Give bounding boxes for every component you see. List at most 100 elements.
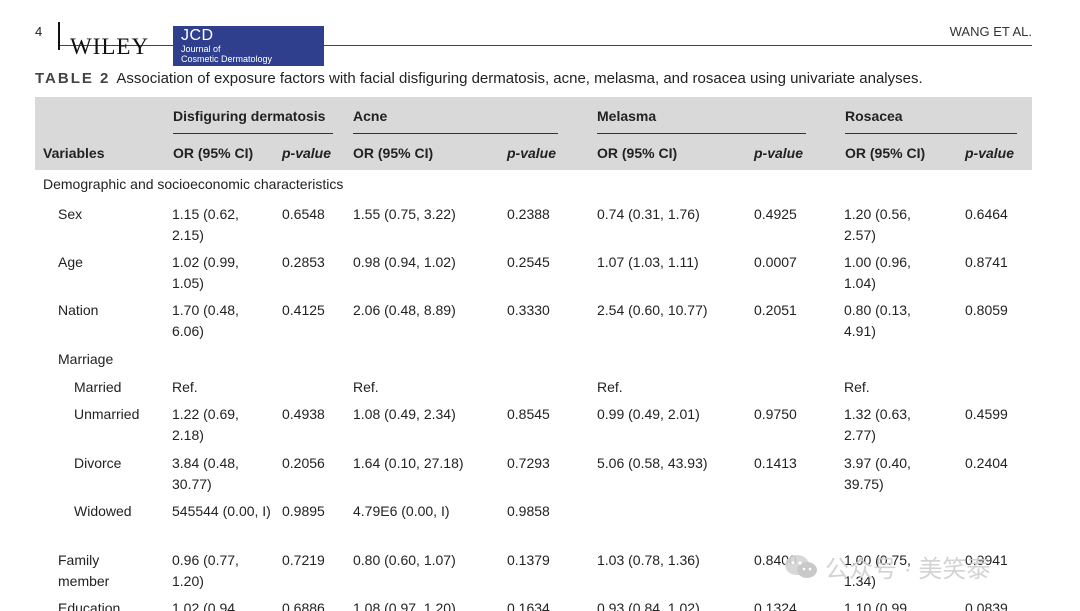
group-header-melasma: Melasma [597,108,657,124]
row-label: Unmarried [74,406,140,422]
cell-or-acne: 1.55 (0.75, 3.22) [353,206,456,222]
cell-p-disfiguring: 0.2056 [282,455,325,471]
group-header-rosacea: Rosacea [845,108,903,124]
cell-p-rosacea: 0.2404 [965,455,1008,471]
journal-logo-line2: Cosmetic Dermatology [181,54,273,64]
cell-or-disfiguring: 1.22 (0.69, 2.18) [172,406,239,443]
cell-p-disfiguring: 0.4125 [282,302,325,318]
or-header-rosacea: OR (95% CI) [845,145,926,161]
or-header-disfiguring: OR (95% CI) [173,145,254,161]
cell-p-rosacea: 0.6464 [965,206,1008,222]
or-header-melasma: OR (95% CI) [597,145,678,161]
cell-or-melasma: 2.54 (0.60, 10.77) [597,302,708,318]
group-rule-disfiguring [173,133,333,134]
cell-or-disfiguring: 3.84 (0.48, 30.77) [172,455,239,492]
group-rule-melasma [597,133,806,134]
group-header-acne: Acne [353,108,388,124]
cell-p-disfiguring: 0.7219 [282,552,325,568]
cell-p-disfiguring: 0.2853 [282,254,325,270]
cell-or-disfiguring: 545544 (0.00, I) [172,503,271,519]
p-header-acne: p-value [507,145,557,161]
cell-p-melasma: 0.9750 [754,406,797,422]
header-rule [60,45,1032,46]
cell-p-acne: 0.2388 [507,206,550,222]
row-label: Divorce [74,455,122,471]
cell-or-rosacea: 1.20 (0.56, 2.57) [844,206,911,243]
table-header: Disfiguring dermatosis Acne Melasma Rosa… [35,97,1032,170]
or-header-acne: OR (95% CI) [353,145,434,161]
cell-or-melasma: 1.03 (0.78, 1.36) [597,552,700,568]
cell-p-acne: 0.8545 [507,406,550,422]
table-caption-text: Association of exposure factors with fac… [116,70,923,87]
cell-or-melasma: 0.74 (0.31, 1.76) [597,206,700,222]
watermark-text: 公众号 · 美笑泰 [825,556,991,583]
table-label: TABLE 2 [35,70,111,87]
group-header-disfiguring: Disfiguring dermatosis [173,108,326,124]
cell-p-disfiguring: 0.9895 [282,503,325,519]
cell-p-melasma: 0.2051 [754,302,797,318]
cell-or-disfiguring: 1.15 (0.62, 2.15) [172,206,239,243]
cell-or-acne: 1.08 (0.49, 2.34) [353,406,456,422]
cell-or-rosacea: 1.32 (0.63, 2.77) [844,406,911,443]
cell-p-disfiguring: 0.6548 [282,206,325,222]
row-label: Marriage [58,351,114,367]
section-heading: Demographic and socioeconomic characteri… [43,176,344,192]
cell-p-rosacea: 0.0839 [965,600,1008,611]
cell-p-disfiguring: 0.4938 [282,406,325,422]
p-header-disfiguring: p-value [282,145,332,161]
cell-or-melasma: 0.99 (0.49, 2.01) [597,406,700,422]
cell-p-acne: 0.3330 [507,302,550,318]
cell-or-rosacea: 1.00 (0.96, 1.04) [844,254,911,291]
table-caption: TABLE 2 Association of exposure factors w… [35,70,923,87]
row-label: Family member [58,552,110,589]
cell-or-melasma: 1.07 (1.03, 1.11) [597,254,699,270]
p-header-melasma: p-value [754,145,804,161]
cell-or-rosacea: 1.10 (0.99, [844,600,911,611]
cell-p-melasma: 0.0007 [754,254,797,270]
cell-p-acne: 0.7293 [507,455,550,471]
cell-or-rosacea: 1.00 (0.75, 1.34) [844,552,911,589]
cell-p-rosacea: 0.9941 [965,552,1008,568]
cell-p-melasma: 0.1324 [754,600,797,611]
group-rule-acne [353,133,558,134]
cell-or-acne: 0.98 (0.94, 1.02) [353,254,456,270]
row-label: Education [58,600,121,611]
cell-or-acne: 1.08 (0.97, 1.20) [353,600,456,611]
cell-or-acne: Ref. [353,379,379,395]
journal-logo-line1: Journal of [181,44,221,54]
wechat-icon [785,554,817,578]
watermark: 公众号 · 美笑泰 [783,549,990,584]
cell-p-rosacea: 0.8741 [965,254,1008,270]
cell-p-acne: 0.1379 [507,552,550,568]
row-label: Age [58,254,83,270]
page-number: 4 [35,24,43,39]
journal-logo: JCD Journal of Cosmetic Dermatology [173,26,324,66]
cell-p-acne: 0.2545 [507,254,550,270]
variables-header: Variables [43,145,105,161]
cell-or-melasma: Ref. [597,379,623,395]
cell-or-disfiguring: 1.02 (0.94, [172,600,239,611]
cell-or-melasma: 0.93 (0.84, 1.02) [597,600,700,611]
row-label: Nation [58,302,99,318]
group-rule-rosacea [845,133,1017,134]
cell-p-disfiguring: 0.6886 [282,600,325,611]
cell-or-disfiguring: 0.96 (0.77, 1.20) [172,552,239,589]
cell-or-disfiguring: 1.02 (0.99, 1.05) [172,254,239,291]
cell-p-acne: 0.1634 [507,600,550,611]
cell-or-rosacea: 3.97 (0.40, 39.75) [844,455,911,492]
journal-logo-abbrev: JCD [181,27,214,44]
running-head: WANG ET AL. [949,24,1032,39]
cell-or-acne: 1.64 (0.10, 27.18) [353,455,464,471]
cell-or-acne: 0.80 (0.60, 1.07) [353,552,456,568]
p-header-rosacea: p-value [965,145,1015,161]
cell-p-rosacea: 0.4599 [965,406,1008,422]
cell-or-melasma: 5.06 (0.58, 43.93) [597,455,708,471]
cell-or-acne: 4.79E6 (0.00, I) [353,503,450,519]
cell-or-acne: 2.06 (0.48, 8.89) [353,302,456,318]
cell-p-melasma: 0.1413 [754,455,797,471]
row-label: Sex [58,206,83,222]
cell-p-melasma: 0.4925 [754,206,797,222]
row-label: Married [74,379,122,395]
cell-or-disfiguring: 1.70 (0.48, 6.06) [172,302,239,339]
cell-or-disfiguring: Ref. [172,379,198,395]
